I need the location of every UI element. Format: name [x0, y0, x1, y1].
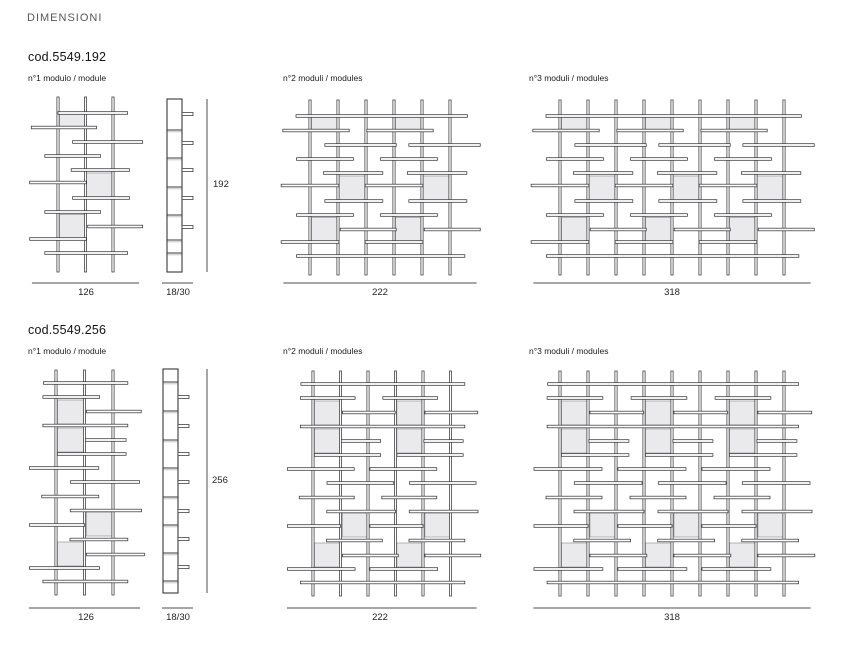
variant-label-192-3: n°3 moduli / modules [529, 73, 609, 83]
product-code-256: cod.5549.256 [28, 323, 107, 337]
front-diagram-p256-2mod [286, 370, 482, 609]
width-dim-192-1: 126 [78, 287, 94, 298]
width-dim-256-1: 126 [78, 612, 94, 623]
page-title: DIMENSIONI [27, 12, 103, 24]
width-dim-256-3: 318 [664, 612, 680, 623]
height-dim-192: 192 [213, 179, 229, 190]
front-diagram-p192-1mod [29, 96, 144, 284]
front-diagram-p192-3mod [530, 99, 815, 284]
variant-label-256-1: n°1 modulo / module [28, 346, 107, 356]
variant-label-256-2: n°2 moduli / modules [283, 346, 363, 356]
width-dim-192-2: 222 [372, 287, 388, 298]
width-dim-256-2: 222 [372, 612, 388, 623]
product-code-192: cod.5549.192 [28, 50, 107, 64]
front-diagram-p192-2mod [280, 99, 481, 284]
variant-label-192-2: n°2 moduli / modules [283, 73, 363, 83]
side-diagram-p192 [162, 98, 208, 284]
depth-dim-192: 18/30 [166, 287, 190, 298]
front-diagram-p256-3mod [533, 370, 816, 609]
width-dim-192-3: 318 [664, 287, 680, 298]
front-diagram-p256-1mod [28, 369, 145, 609]
variant-label-256-3: n°3 moduli / modules [529, 346, 609, 356]
variant-label-192-1: n°1 modulo / module [28, 73, 107, 83]
depth-dim-256: 18/30 [166, 612, 190, 623]
side-diagram-p256 [162, 368, 208, 609]
height-dim-256: 256 [212, 475, 228, 486]
